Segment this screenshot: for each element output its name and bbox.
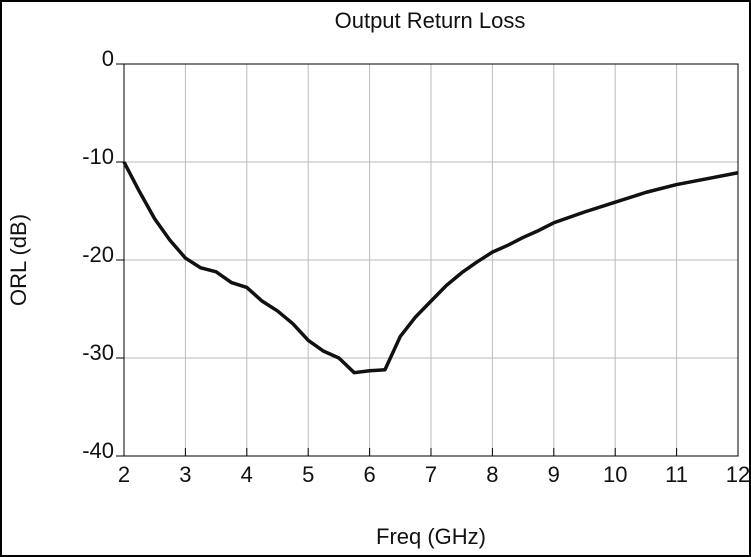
x-tick-label: 6 [363, 462, 375, 487]
x-tick-label: 9 [548, 462, 560, 487]
x-axis-label: Freq (GHz) [376, 524, 486, 549]
x-tick-label: 4 [241, 462, 253, 487]
x-tick-label: 2 [118, 462, 130, 487]
plot-area [123, 63, 739, 457]
x-tick-label: 12 [726, 462, 750, 487]
x-tick-label: 11 [665, 462, 688, 487]
chart-title: Output Return Loss [335, 8, 526, 33]
x-tick-label: 3 [179, 462, 191, 487]
y-tick-label: -30 [82, 340, 114, 365]
x-tick-label: 5 [302, 462, 314, 487]
y-tick-label: -40 [82, 438, 114, 463]
x-tick-label: 8 [486, 462, 498, 487]
data-line [122, 161, 739, 375]
x-tick-label: 7 [425, 462, 437, 487]
y-tick-label: -20 [82, 242, 114, 267]
x-tick-label: 10 [603, 462, 627, 487]
y-tick-label: 0 [102, 46, 114, 71]
y-tick-label: -10 [82, 144, 114, 169]
y-axis-label: ORL (dB) [6, 214, 31, 306]
